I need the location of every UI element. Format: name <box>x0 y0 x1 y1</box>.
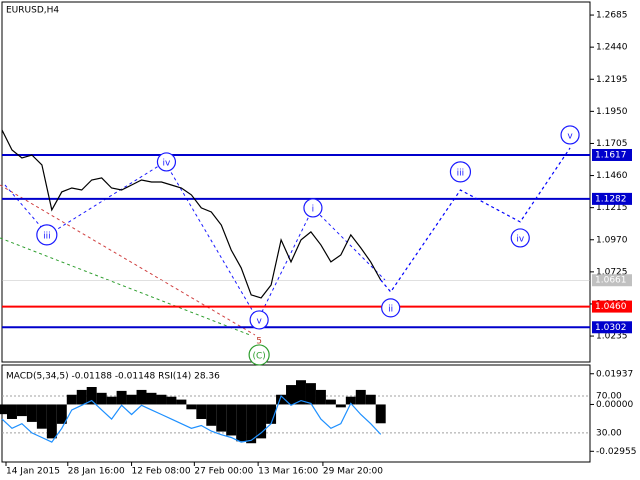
x-tick-label: 27 Feb 00:00 <box>194 467 253 477</box>
histogram-bar <box>136 389 147 405</box>
histogram-bar <box>266 404 277 424</box>
wave-label: iii <box>43 231 51 241</box>
y-tick-label: 1.2440 <box>596 43 628 53</box>
x-tick-label: 13 Mar 16:00 <box>258 467 318 477</box>
histogram-bar <box>156 394 167 405</box>
y-tick-label: 1.1705 <box>596 139 628 149</box>
histogram-bar <box>96 392 107 405</box>
wave-label: i <box>312 204 315 214</box>
histogram-bar <box>126 394 137 405</box>
level-label: 1.1282 <box>595 194 627 204</box>
y-tick-label: 0.01937 <box>596 369 633 379</box>
histogram-bar <box>375 404 386 424</box>
histogram-bar <box>196 404 207 419</box>
histogram-bar <box>166 396 177 405</box>
wave-circle <box>510 228 530 248</box>
y-tick-label: 1.0970 <box>596 235 628 245</box>
chart-title: EURUSD,H4 <box>6 6 59 16</box>
histogram-bar <box>246 404 257 444</box>
level-label: 1.0302 <box>595 323 627 333</box>
histogram-bar <box>286 385 296 405</box>
wave-label: iv <box>163 158 172 168</box>
x-tick-label: 29 Mar 20:00 <box>323 467 383 477</box>
histogram-bar <box>66 394 77 405</box>
level-tag <box>592 192 632 205</box>
y-tick-label: 1.1460 <box>596 171 628 181</box>
wave-circle <box>156 152 177 172</box>
y2-tick-label: 70.00 <box>596 392 622 402</box>
wave-circle <box>381 298 401 318</box>
level-tag <box>592 274 632 287</box>
histogram-bar <box>6 404 17 419</box>
histogram-bar <box>76 389 87 405</box>
histogram-bar <box>146 392 157 405</box>
x-tick-label: 12 Feb 08:00 <box>132 467 191 477</box>
histogram-bar <box>176 399 187 405</box>
wave-circle <box>248 344 270 366</box>
histogram-bar <box>36 404 47 429</box>
histogram-bar <box>216 404 227 432</box>
level-tag <box>592 321 632 334</box>
y-tick-label: 0.00000 <box>596 400 633 410</box>
wave-label: iii <box>457 168 465 178</box>
histogram-bar <box>86 387 97 405</box>
level-label: 1.1617 <box>595 150 627 160</box>
histogram-bar <box>0 404 7 415</box>
y-tick-label: 1.0725 <box>596 267 628 277</box>
histogram-bar <box>56 404 67 424</box>
trend-line <box>0 237 251 336</box>
x-tick-label: 28 Jan 16:00 <box>68 467 125 477</box>
histogram-bar <box>106 396 117 405</box>
y-tick-label: -0.02955 <box>596 447 636 457</box>
histogram-bar <box>116 390 127 405</box>
histogram-bar <box>16 404 27 417</box>
histogram-bar <box>186 404 197 410</box>
level-label: 1.0661 <box>595 276 627 286</box>
histogram-bar <box>355 389 366 405</box>
histogram-bar <box>315 389 326 405</box>
level-label: 1.0460 <box>595 302 627 312</box>
wave-circle <box>36 224 58 246</box>
histogram-bar <box>276 394 287 405</box>
wave-label: ii <box>388 304 393 314</box>
trend-line <box>0 184 256 336</box>
wave-label: v <box>567 131 573 141</box>
wave-circle <box>449 161 472 183</box>
wave-circle <box>249 310 269 330</box>
level-tag <box>592 148 632 161</box>
level-tag <box>592 300 632 313</box>
y-tick-label: 1.0235 <box>596 332 628 342</box>
y-tick-label: 1.2195 <box>596 75 628 85</box>
price-panel <box>1 1 591 363</box>
series-line <box>1 129 382 299</box>
y-tick-label: 1.1215 <box>596 203 628 213</box>
histogram-bar <box>256 404 267 439</box>
wave-label: 5 <box>256 336 262 346</box>
y-tick-label: 1.2685 <box>596 11 628 21</box>
histogram-bar <box>365 394 376 405</box>
x-tick-label: 14 Jan 2015 <box>6 467 60 477</box>
series-line <box>380 147 571 293</box>
indicator-title: MACD(5,34,5) -0.01188 -0.01148 RSI(14) 2… <box>6 372 220 382</box>
histogram-bar <box>206 404 217 426</box>
wave-circle <box>303 198 323 218</box>
wave-label: v <box>256 316 262 326</box>
histogram-bar <box>226 404 237 436</box>
histogram-bar <box>305 383 316 405</box>
wave-label: (C) <box>252 351 265 361</box>
y-tick-label: 1.1950 <box>596 107 628 117</box>
histogram-bar <box>26 404 37 422</box>
histogram-bar <box>236 404 247 442</box>
series-line <box>1 394 382 443</box>
histogram-bar <box>296 380 306 405</box>
y2-tick-label: 30.00 <box>596 428 622 438</box>
histogram-bar <box>345 396 356 405</box>
wave-label: iv <box>516 234 525 244</box>
histogram-bar <box>46 404 57 439</box>
wave-circle <box>560 125 580 145</box>
histogram-bar <box>325 399 336 405</box>
histogram-bar <box>335 404 346 408</box>
